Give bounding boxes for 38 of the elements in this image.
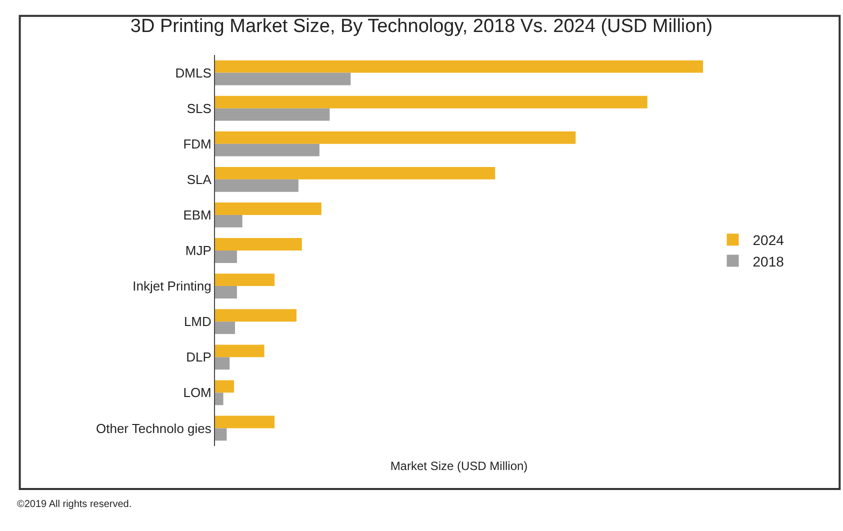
bar — [215, 238, 302, 250]
legend-label: 2024 — [752, 232, 784, 248]
bar — [215, 144, 320, 156]
bar — [215, 286, 237, 298]
bar — [215, 166, 496, 180]
y-tick-label: SLS — [186, 100, 212, 116]
bar — [215, 392, 224, 406]
bar — [215, 96, 648, 108]
y-tick-label: Other Technolo gies — [96, 420, 212, 436]
y-tick-label: SLA — [186, 172, 212, 187]
bar — [215, 416, 275, 428]
bar — [215, 274, 275, 286]
bar — [215, 60, 703, 73]
bar — [215, 322, 236, 334]
y-tick-label: MJP — [185, 243, 212, 258]
bar — [215, 108, 330, 121]
bar — [215, 72, 351, 86]
y-tick-label: LOM — [183, 385, 212, 400]
y-tick-label: LMD — [184, 314, 212, 330]
bar — [215, 202, 322, 215]
bar — [215, 357, 230, 370]
bar — [215, 428, 227, 441]
y-tick-label: EBM — [183, 208, 212, 222]
y-tick-label: FDM — [183, 136, 212, 152]
y-tick-label: Inkjet Printing — [132, 278, 212, 294]
text: ©2019 All rights reserved. — [17, 499, 132, 510]
bar — [215, 131, 576, 144]
y-tick-label: DMLS — [175, 65, 212, 80]
y-tick-label: DLP — [186, 350, 212, 365]
bar — [215, 214, 242, 228]
bar — [215, 179, 298, 192]
bar — [215, 309, 296, 322]
legend-label: 2018 — [752, 253, 784, 270]
bar — [215, 344, 264, 358]
chart-title: 3D Printing Market Size, By Technology, 2018 Vs. 2024 (USD Million) — [130, 16, 713, 37]
x-axis-title: Market Size (USD Million) — [390, 458, 528, 473]
bar — [215, 250, 237, 263]
bar — [215, 380, 234, 393]
